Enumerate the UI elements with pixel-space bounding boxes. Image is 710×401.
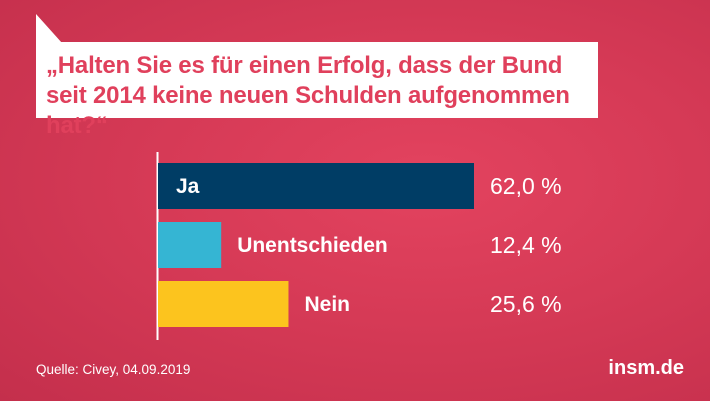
bars-group: Ja 62,0 % Unentschieden 12,4 % Nein 25,6 % xyxy=(158,163,562,327)
bar-nein xyxy=(158,281,289,327)
question-title: „Halten Sie es für einen Erfolg, dass de… xyxy=(46,52,570,139)
value-label-ja: 62,0 % xyxy=(490,173,562,199)
source-note: Quelle: Civey, 04.09.2019 xyxy=(36,362,191,377)
question-bubble xyxy=(36,42,598,118)
bar-label-unentschieden: Unentschieden xyxy=(237,234,388,257)
bar-unentschieden xyxy=(158,222,222,268)
value-label-nein: 25,6 % xyxy=(490,291,562,317)
brand-logo-text: insm.de xyxy=(608,357,684,379)
bar-label-nein: Nein xyxy=(304,293,350,316)
bar-ja xyxy=(158,163,474,209)
bar-label-ja: Ja xyxy=(176,175,200,198)
value-label-unentschieden: 12,4 % xyxy=(490,232,562,258)
